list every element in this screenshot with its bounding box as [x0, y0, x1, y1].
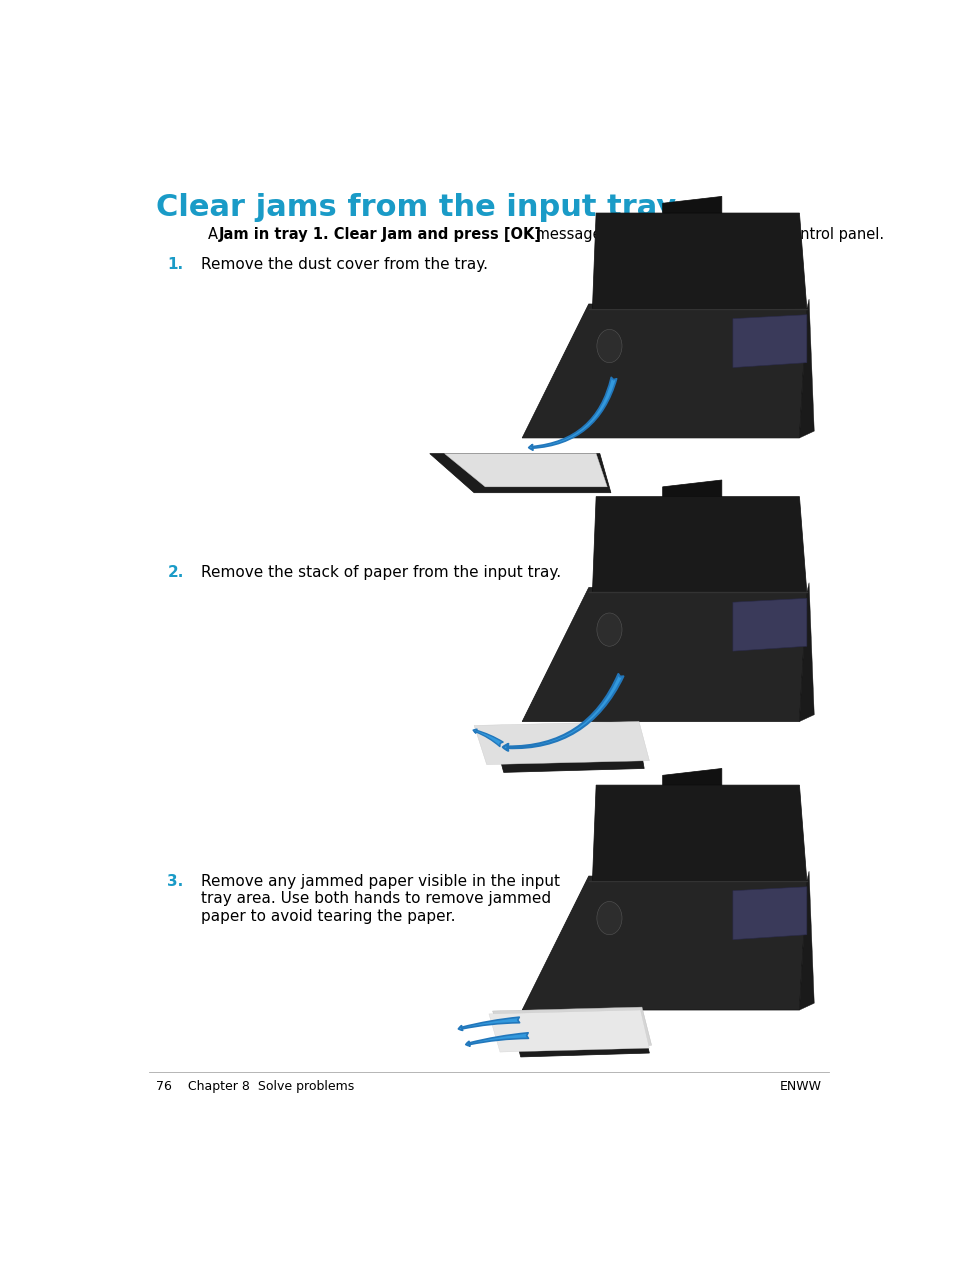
Polygon shape: [492, 728, 643, 772]
Polygon shape: [592, 497, 806, 593]
Text: 1.: 1.: [167, 257, 183, 272]
Polygon shape: [799, 300, 813, 438]
Polygon shape: [521, 876, 806, 1010]
Polygon shape: [592, 213, 806, 309]
Polygon shape: [492, 1007, 651, 1049]
Circle shape: [597, 902, 621, 935]
Polygon shape: [799, 583, 813, 721]
Circle shape: [597, 613, 621, 646]
Text: Remove the dust cover from the tray.: Remove the dust cover from the tray.: [200, 257, 487, 272]
Polygon shape: [474, 721, 649, 765]
Polygon shape: [799, 871, 813, 1010]
Polygon shape: [732, 315, 806, 367]
Polygon shape: [662, 480, 721, 497]
Text: Jam in tray 1. Clear Jam and press [OK]: Jam in tray 1. Clear Jam and press [OK]: [218, 227, 540, 241]
Polygon shape: [662, 197, 721, 213]
Polygon shape: [511, 1013, 649, 1057]
Polygon shape: [444, 453, 606, 486]
Polygon shape: [732, 598, 806, 652]
Text: Remove the stack of paper from the input tray.: Remove the stack of paper from the input…: [200, 565, 560, 580]
Text: 2.: 2.: [167, 565, 184, 580]
Text: Clear jams from the input tray: Clear jams from the input tray: [156, 193, 676, 222]
Polygon shape: [732, 886, 806, 940]
Polygon shape: [488, 1010, 649, 1052]
Text: A: A: [208, 227, 222, 241]
Polygon shape: [521, 304, 806, 438]
Circle shape: [597, 329, 621, 363]
Polygon shape: [662, 768, 721, 785]
Text: 76    Chapter 8  Solve problems: 76 Chapter 8 Solve problems: [156, 1081, 355, 1093]
Text: 3.: 3.: [167, 874, 183, 889]
Text: Remove any jammed paper visible in the input
tray area. Use both hands to remove: Remove any jammed paper visible in the i…: [200, 874, 559, 923]
Polygon shape: [521, 588, 806, 721]
Text: ENWW: ENWW: [779, 1081, 821, 1093]
Polygon shape: [592, 785, 806, 881]
Polygon shape: [429, 453, 610, 493]
Text: message displays on the product control panel.: message displays on the product control …: [531, 227, 883, 241]
